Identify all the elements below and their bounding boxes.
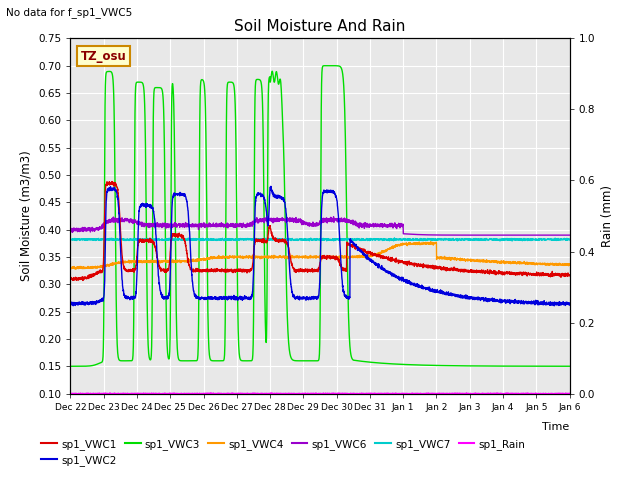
Text: TZ_osu: TZ_osu — [81, 50, 126, 63]
Text: No data for f_sp1_VWC5: No data for f_sp1_VWC5 — [6, 7, 132, 18]
Legend: sp1_VWC1, sp1_VWC2, sp1_VWC3, sp1_VWC4, sp1_VWC6, sp1_VWC7, sp1_Rain: sp1_VWC1, sp1_VWC2, sp1_VWC3, sp1_VWC4, … — [37, 434, 530, 470]
Text: Time: Time — [542, 422, 570, 432]
Y-axis label: Rain (mm): Rain (mm) — [601, 185, 614, 247]
Title: Soil Moisture And Rain: Soil Moisture And Rain — [234, 20, 406, 35]
Y-axis label: Soil Moisture (m3/m3): Soil Moisture (m3/m3) — [20, 151, 33, 281]
